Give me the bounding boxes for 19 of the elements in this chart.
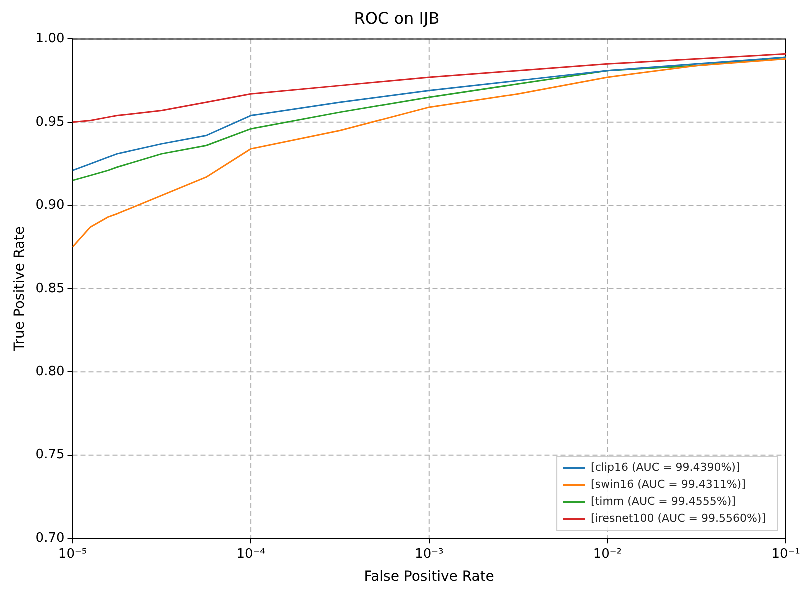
x-tick-label: 10⁻⁵ xyxy=(58,546,88,562)
y-tick-label: 0.70 xyxy=(36,530,65,546)
y-tick-label: 0.85 xyxy=(36,281,65,296)
x-axis-title: False Positive Rate xyxy=(364,569,494,586)
x-tick-label: 10⁻⁴ xyxy=(236,546,266,562)
y-tick-label: 0.80 xyxy=(36,364,65,380)
chart-title: ROC on IJB xyxy=(354,8,440,28)
x-tick-label: 10⁻² xyxy=(593,546,622,562)
legend-label: [iresnet100 (AUC = 99.5560%)] xyxy=(591,512,766,525)
y-tick-label: 0.90 xyxy=(36,198,65,214)
y-tick-label: 0.95 xyxy=(36,114,65,130)
x-tick-label: 10⁻³ xyxy=(415,546,444,562)
x-tick-label: 10⁻¹ xyxy=(772,546,800,562)
y-tick-label: 1.00 xyxy=(36,32,65,47)
legend-label: [timm (AUC = 99.4555%)] xyxy=(591,494,736,508)
y-axis-title: True Positive Rate xyxy=(12,226,28,352)
legend-label: [swin16 (AUC = 99.4311%)] xyxy=(591,478,746,491)
y-tick-label: 0.75 xyxy=(36,448,65,463)
legend-label: [clip16 (AUC = 99.4390%)] xyxy=(591,460,740,474)
